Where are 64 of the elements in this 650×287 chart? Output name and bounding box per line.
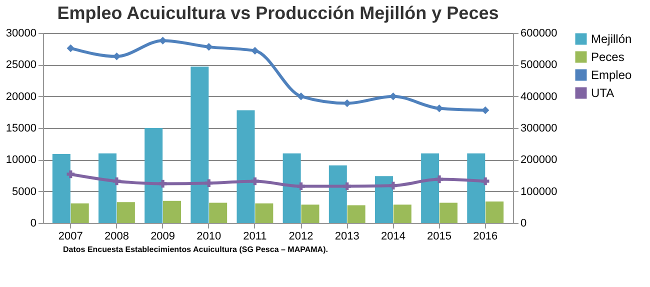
bar <box>467 153 486 223</box>
point <box>251 46 259 55</box>
y-tick-label: 30000 <box>6 28 36 40</box>
bar <box>236 110 255 223</box>
legend-label: Peces <box>591 50 624 64</box>
y2-tick-label: 500000 <box>520 59 558 72</box>
x-tick-label: 2010 <box>196 230 222 242</box>
point <box>343 182 351 190</box>
x-tick-label: 2009 <box>150 230 176 242</box>
y2-tick-label: 200000 <box>520 154 558 166</box>
point <box>251 177 259 186</box>
bar <box>163 200 182 223</box>
x-tick-label: 2015 <box>427 230 452 242</box>
bar <box>421 153 440 223</box>
point <box>297 182 305 190</box>
point <box>66 170 75 178</box>
x-tick-label: 2014 <box>380 230 406 242</box>
bar <box>116 202 135 223</box>
point <box>205 179 213 187</box>
bar <box>486 201 504 223</box>
y2-tick-label: 0 <box>520 218 527 230</box>
point <box>205 43 213 51</box>
bar <box>393 204 412 223</box>
bar <box>255 203 274 223</box>
point <box>297 92 305 100</box>
y2-tick-label: 100000 <box>520 186 558 198</box>
bar <box>347 205 366 223</box>
bar <box>52 154 70 223</box>
bar <box>209 202 228 223</box>
bar <box>439 202 458 223</box>
y2-tick-label: 400000 <box>520 90 558 103</box>
y-tick-label: 15000 <box>6 122 36 134</box>
bar <box>70 203 89 223</box>
point <box>389 182 398 190</box>
point <box>158 180 167 188</box>
x-tick-label: 2007 <box>58 230 83 242</box>
bar <box>328 165 347 223</box>
x-tick-label: 2016 <box>473 230 498 242</box>
point <box>435 175 444 184</box>
y2-tick-label: 300000 <box>520 122 558 134</box>
y-tick-label: 10000 <box>6 154 36 166</box>
y-tick-label: 5000 <box>12 186 36 198</box>
y-tick-label: 0 <box>30 218 36 230</box>
legend-label: Empleo <box>591 68 632 82</box>
chart-title: Empleo Acuicultura vs Producción Mejillón y Peces <box>57 3 499 23</box>
legend-label: UTA <box>591 86 614 100</box>
point <box>66 44 75 52</box>
point <box>481 177 490 186</box>
bar <box>301 204 320 223</box>
y2-tick-label: 600000 <box>520 28 558 40</box>
bar <box>144 128 163 223</box>
y-tick-label: 20000 <box>6 90 36 103</box>
y-tick-label: 25000 <box>6 59 36 72</box>
bar <box>98 153 117 223</box>
bar <box>190 66 209 223</box>
point <box>112 177 121 186</box>
x-tick-label: 2013 <box>334 230 360 242</box>
x-tick-label: 2012 <box>288 230 314 242</box>
text: Datos Encuesta Establecimientos Acuicultura (SG Pesca – MAPAMA). <box>63 245 328 254</box>
x-tick-label: 2011 <box>243 230 267 242</box>
bar <box>374 176 393 223</box>
bar <box>282 153 301 223</box>
x-tick-label: 2008 <box>104 230 129 242</box>
legend-label: Mejillón <box>591 32 632 46</box>
